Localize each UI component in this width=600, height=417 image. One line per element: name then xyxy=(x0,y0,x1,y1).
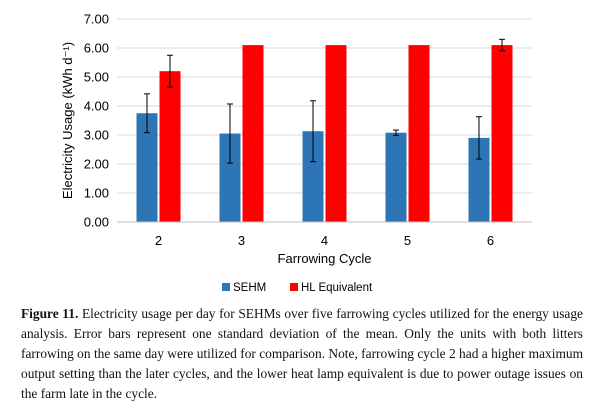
bar-sehm-cycle-3 xyxy=(219,133,241,222)
y-tick-label: 1.00 xyxy=(84,186,109,201)
gridlines xyxy=(117,18,532,194)
bar-hl-equivalent-cycle-4 xyxy=(325,45,347,222)
y-tick-label: 6.00 xyxy=(84,41,109,56)
legend: SEHM HL Equivalent xyxy=(222,282,373,294)
bar-hl-equivalent-cycle-6 xyxy=(491,45,513,222)
error-bar-hl-equivalent-cycle-2 xyxy=(167,54,173,88)
legend-label-sehm: SEHM xyxy=(233,282,266,294)
legend-label-hl-equivalent: HL Equivalent xyxy=(301,282,373,294)
y-tick-label: 2.00 xyxy=(84,157,109,172)
bars xyxy=(136,45,513,222)
error-bar-sehm-cycle-5 xyxy=(393,129,399,136)
y-tick-label: 7.00 xyxy=(84,12,109,27)
error-bar-sehm-cycle-6 xyxy=(476,116,482,160)
caption-label: Figure 11. xyxy=(21,306,79,321)
y-tick-label: 3.00 xyxy=(84,128,109,143)
legend-swatch-sehm xyxy=(222,283,230,291)
legend-swatch-hl-equivalent xyxy=(290,283,298,291)
caption-text: Electricity usage per day for SEHMs over… xyxy=(21,306,583,401)
bar-hl-equivalent-cycle-3 xyxy=(242,45,264,222)
figure-caption: Figure 11. Electricity usage per day for… xyxy=(21,304,583,404)
bar-sehm-cycle-6 xyxy=(468,137,490,222)
error-bar-sehm-cycle-4 xyxy=(310,100,316,163)
y-tick-label: 4.00 xyxy=(84,99,109,114)
bar-chart: 0.00 1.00 2.00 3.00 4.00 5.00 6.00 7.00 2 3 4 5 6 E… xyxy=(60,12,532,294)
x-tick-label: 2 xyxy=(155,233,162,248)
y-axis-label: Electricity Usage (kWh d⁻¹) xyxy=(60,42,75,199)
error-bars xyxy=(144,38,505,164)
error-bar-sehm-cycle-3 xyxy=(227,103,233,164)
bar-hl-equivalent-cycle-5 xyxy=(408,45,430,222)
x-tick-label: 4 xyxy=(321,233,328,248)
x-tick-label: 6 xyxy=(487,233,494,248)
y-tick-labels: 0.00 1.00 2.00 3.00 4.00 5.00 6.00 7.00 xyxy=(84,12,109,230)
y-tick-label: 0.00 xyxy=(84,215,109,230)
bar-hl-equivalent-cycle-2 xyxy=(159,71,181,222)
x-tick-labels: 2 3 4 5 6 xyxy=(155,233,494,248)
y-tick-label: 5.00 xyxy=(84,70,109,85)
x-tick-label: 5 xyxy=(404,233,411,248)
bar-sehm-cycle-4 xyxy=(302,131,324,222)
bar-sehm-cycle-5 xyxy=(385,132,407,222)
bar-sehm-cycle-2 xyxy=(136,113,158,222)
x-tick-label: 3 xyxy=(238,233,245,248)
error-bar-hl-equivalent-cycle-6 xyxy=(499,38,505,52)
error-bar-sehm-cycle-2 xyxy=(144,93,150,134)
x-axis-label: Farrowing Cycle xyxy=(278,251,372,266)
